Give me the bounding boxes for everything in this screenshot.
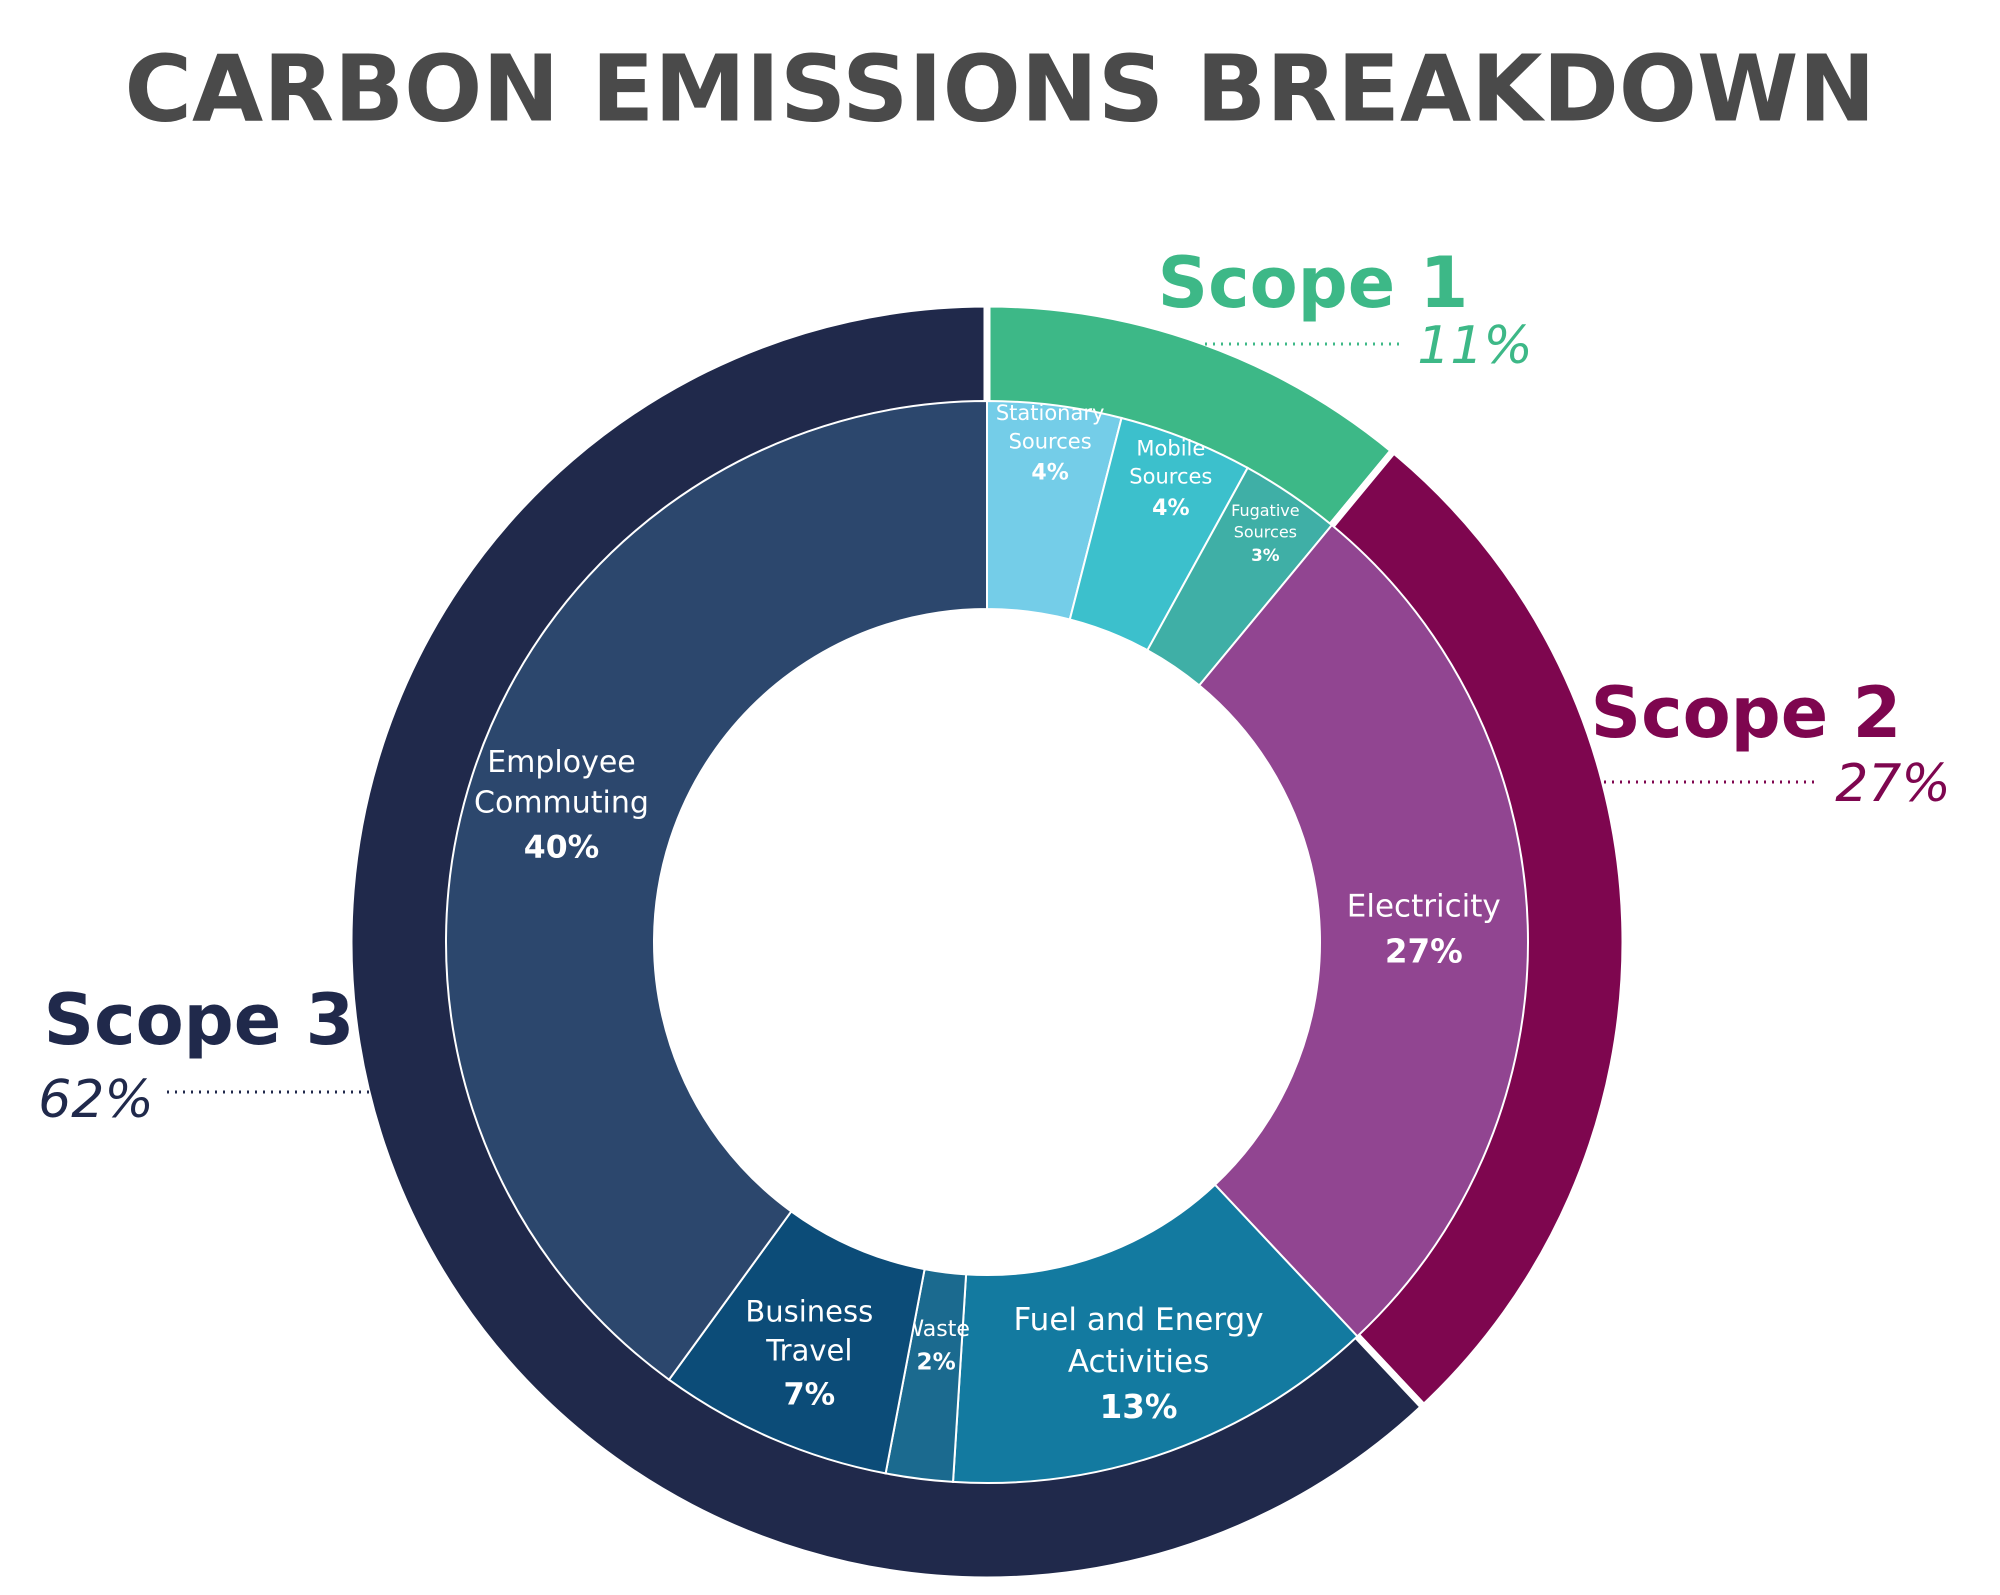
segment-label-line: Stationary [996, 401, 1105, 425]
segment-label-line: Fuel and Energy [1014, 1302, 1264, 1338]
segment-label-line: Travel [765, 1334, 852, 1368]
segment-label: Stationary Sources 4% [996, 401, 1105, 486]
scope-label: Scope 2 [1591, 672, 1902, 754]
segment-label-line: Fugative [1231, 500, 1299, 519]
segment-label: Business Travel 7% [745, 1294, 873, 1412]
segment-label: Fuel and Energy Activities 13% [1014, 1302, 1264, 1426]
segment-label: Electricity 27% [1347, 888, 1501, 971]
segment-label-line: Electricity [1347, 888, 1501, 924]
segment-label-line: Employee [487, 745, 636, 780]
segment-label-line: Sources [1129, 465, 1212, 489]
segment-label-line: Sources [1234, 522, 1297, 541]
segment-value-label: 4% [1031, 461, 1068, 486]
segment-label-line: Sources [1009, 429, 1092, 453]
inner-segment [445, 399, 988, 1382]
segment-value-label: 2% [917, 1349, 956, 1375]
segment-label-line: Business [745, 1294, 873, 1328]
segment-label: Employee Commuting 40% [474, 745, 649, 866]
scope-label: Scope 3 [44, 979, 355, 1061]
segment-label: Fugative Sources 3% [1231, 500, 1299, 565]
inner-segment [1197, 523, 1529, 1338]
scope-value-label: 27% [1835, 754, 1951, 814]
scope-value-label: 11% [1417, 316, 1533, 376]
segment-value-label: 27% [1385, 932, 1463, 970]
inner-segment [951, 1183, 1359, 1484]
segment-label-line: Mobile [1136, 436, 1205, 460]
segment-label: Mobile Sources 4% [1129, 436, 1212, 521]
segment-label-line: Commuting [474, 785, 649, 820]
scope-label: Scope 1 [1158, 242, 1469, 324]
segment-value-label: 4% [1152, 496, 1189, 521]
segment-value-label: 7% [783, 1377, 835, 1412]
segment-value-label: 40% [524, 829, 599, 865]
segment-label-line: Activities [1068, 1343, 1209, 1379]
segment-value-label: 13% [1100, 1388, 1178, 1426]
chart-title: CARBON EMISSIONS BREAKDOWN [124, 35, 1875, 142]
scope-value-label: 62% [38, 1070, 154, 1130]
segment-value-label: 3% [1251, 545, 1280, 565]
